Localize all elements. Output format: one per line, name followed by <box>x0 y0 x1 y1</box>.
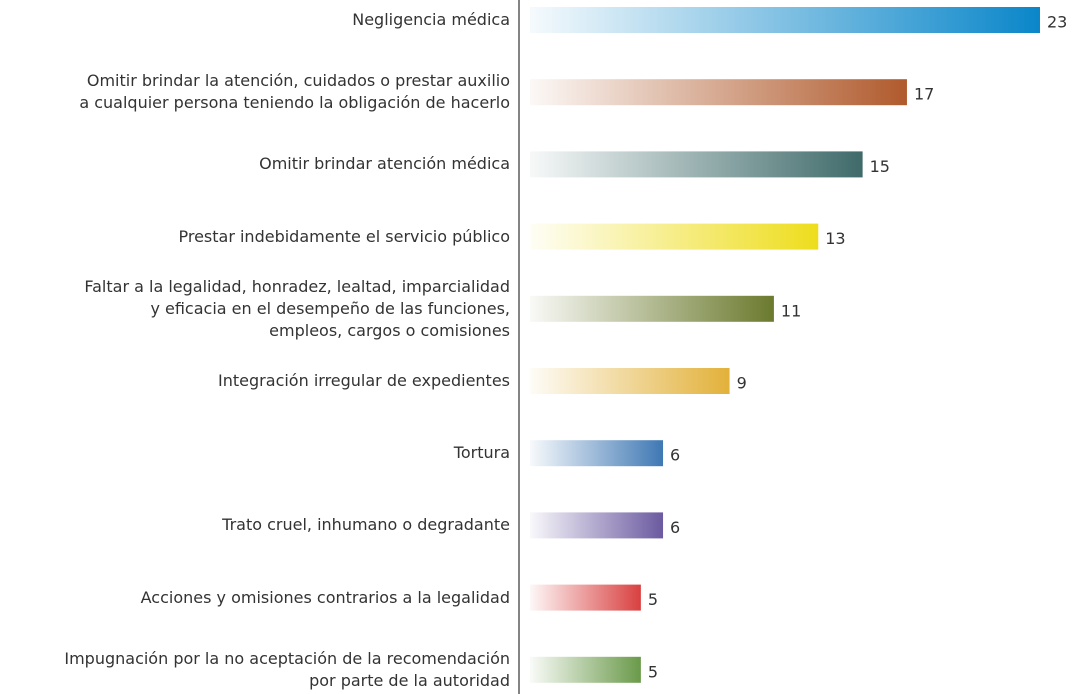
bar <box>530 440 664 467</box>
category-label: Faltar a la legalidad, honradez, lealtad… <box>84 276 510 340</box>
category-label: Omitir brindar atención médica <box>259 154 510 174</box>
category-label: Integración irregular de expedientes <box>218 371 510 390</box>
value-label: 6 <box>670 518 680 537</box>
value-label: 11 <box>781 301 801 320</box>
bar <box>530 584 641 611</box>
bar <box>530 368 730 394</box>
category-label: Tortura <box>453 443 510 463</box>
bar <box>530 223 819 250</box>
category-label: Prestar indebidamente el servicio públic… <box>178 226 510 246</box>
category-label: Negligencia médica <box>352 10 510 29</box>
value-label: 17 <box>914 85 934 104</box>
bar <box>530 7 1040 33</box>
value-label: 9 <box>737 374 747 393</box>
value-label: 13 <box>825 229 845 248</box>
bar <box>530 79 907 106</box>
category-label: Trato cruel, inhumano o degradante <box>222 515 510 535</box>
value-label: 15 <box>870 157 890 176</box>
bar <box>530 295 774 322</box>
value-label: 5 <box>648 662 658 681</box>
value-label: 23 <box>1047 13 1067 32</box>
value-label: 5 <box>648 590 658 609</box>
bar <box>530 656 641 683</box>
category-label: Omitir brindar la atención, cuidados o p… <box>79 71 510 113</box>
bar <box>530 512 664 539</box>
bar <box>530 151 863 178</box>
category-label: Impugnación por la no aceptación de la r… <box>64 648 510 690</box>
category-label: Acciones y omisiones contrarios a la leg… <box>140 587 510 607</box>
value-label: 6 <box>670 446 680 465</box>
